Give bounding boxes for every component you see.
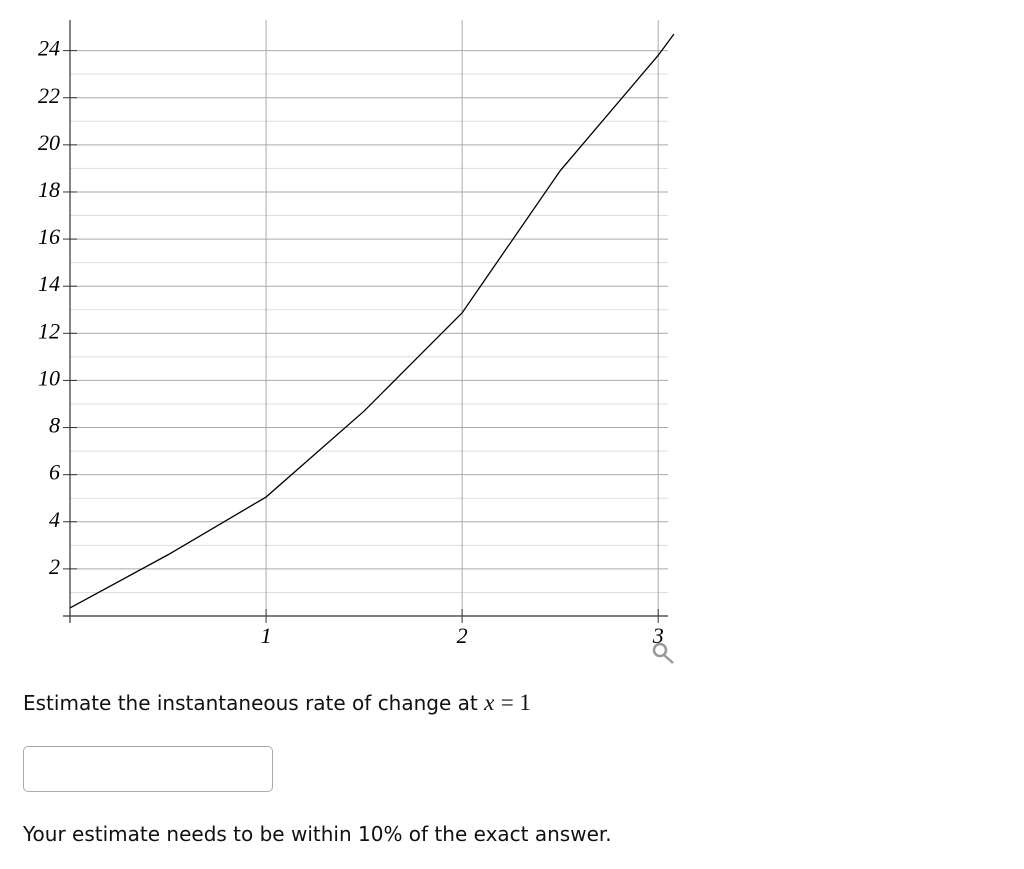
x-tick-label: 1 xyxy=(261,623,272,648)
x-tick-label: 2 xyxy=(457,623,468,648)
y-tick-label: 10 xyxy=(38,365,60,390)
y-tick-label: 12 xyxy=(38,318,60,343)
y-tick-label: 4 xyxy=(49,507,60,532)
prompt-text: Estimate the instantaneous rate of chang… xyxy=(23,691,478,715)
y-tick-label: 24 xyxy=(38,36,60,61)
y-tick-label: 18 xyxy=(38,177,60,202)
tolerance-note: Your estimate needs to be within 10% of … xyxy=(23,822,612,846)
x-tick-label: 3 xyxy=(652,623,664,648)
curve xyxy=(69,33,675,609)
y-tick-label: 14 xyxy=(38,271,60,296)
y-tick-label: 20 xyxy=(38,130,60,155)
y-tick-label: 22 xyxy=(38,83,60,108)
answer-input[interactable] xyxy=(23,746,273,792)
zoom-icon[interactable] xyxy=(652,642,674,664)
math-variable: x xyxy=(484,690,495,715)
y-tick-label: 16 xyxy=(38,224,60,249)
math-relation: = 1 xyxy=(500,690,531,715)
question-prompt: Estimate the instantaneous rate of chang… xyxy=(23,690,531,716)
y-tick-label: 8 xyxy=(49,413,60,438)
y-tick-label: 6 xyxy=(49,460,60,485)
y-tick-label: 2 xyxy=(49,554,60,579)
